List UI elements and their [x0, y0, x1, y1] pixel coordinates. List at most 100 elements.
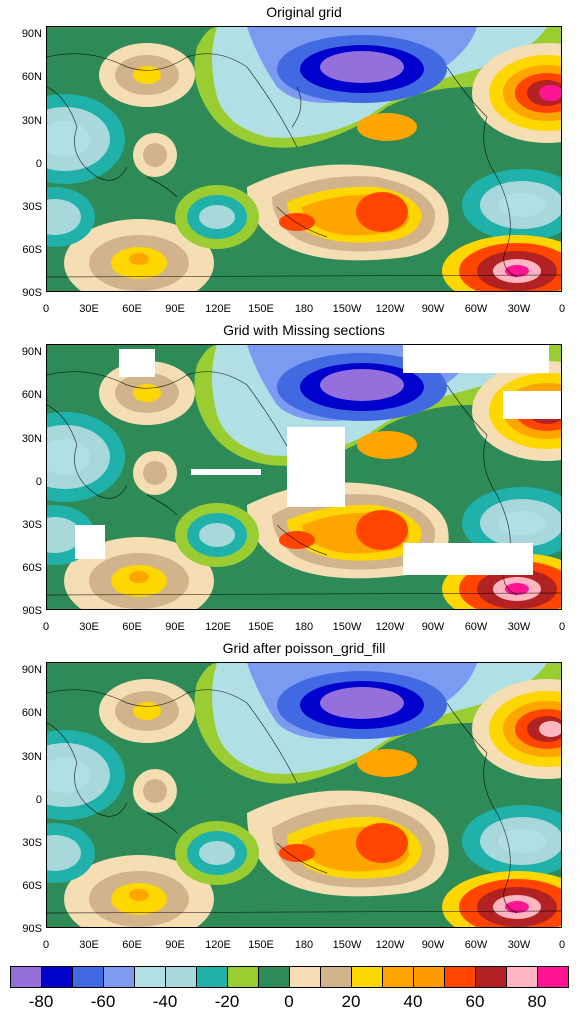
- labelbar-label: -60: [90, 992, 116, 1011]
- lon-tick: 90E: [165, 939, 185, 951]
- map-plot: [46, 344, 562, 610]
- lon-tick: 0: [42, 303, 50, 315]
- labelbar-swatch: [227, 966, 259, 988]
- lon-tick: 180: [294, 939, 314, 951]
- lon-tick: 120W: [375, 621, 405, 633]
- color-labelbar: -80 -60 -40 -20 0 20 40 60 80: [10, 966, 569, 1016]
- panel-title: Grid with Missing sections: [223, 322, 385, 338]
- lat-tick: 30S: [22, 519, 42, 531]
- lat-tick: 30S: [22, 837, 42, 849]
- labelbar-swatch: [289, 966, 321, 988]
- labelbar-swatch: [72, 966, 104, 988]
- lat-tick: 30N: [21, 115, 42, 127]
- lat-tick: 60N: [21, 389, 42, 401]
- map-plot: [46, 26, 562, 292]
- labelbar-label: -80: [28, 992, 54, 1011]
- lat-tick: 90S: [22, 605, 42, 617]
- lon-tick: 150E: [248, 303, 274, 315]
- lon-tick: 30E: [79, 303, 99, 315]
- lat-tick: 30S: [22, 201, 42, 213]
- lon-tick: 0: [558, 303, 566, 315]
- lon-tick: 30W: [507, 621, 531, 633]
- lat-tick: 30N: [21, 433, 42, 445]
- lon-tick: 90E: [165, 621, 185, 633]
- panel-original-grid: Original grid: [0, 0, 580, 316]
- contour-map: [47, 345, 561, 609]
- panel-title: Grid after poisson_grid_fill: [222, 640, 386, 656]
- lat-tick: 30N: [21, 751, 42, 763]
- labelbar-swatch: [382, 966, 414, 988]
- labelbar-swatch: [444, 966, 476, 988]
- labelbar-swatch: [506, 966, 538, 988]
- lon-tick: 120W: [375, 939, 405, 951]
- lon-tick: 90E: [165, 303, 185, 315]
- panel-title: Original grid: [266, 4, 342, 20]
- lon-tick: 150E: [248, 621, 274, 633]
- lon-tick: 30E: [79, 621, 99, 633]
- lon-tick: 60E: [122, 939, 142, 951]
- lat-tick: 60N: [21, 707, 42, 719]
- labelbar-swatch: [196, 966, 228, 988]
- lon-tick: 90W: [421, 939, 445, 951]
- labelbar-label: 40: [403, 992, 423, 1011]
- lon-tick: 120E: [205, 303, 231, 315]
- labelbar-label: 0: [284, 992, 294, 1011]
- lon-tick: 120W: [375, 303, 405, 315]
- contour-map: [47, 27, 561, 291]
- lon-tick: 0: [558, 939, 566, 951]
- lat-tick: 90S: [22, 923, 42, 935]
- lat-tick: 90S: [22, 287, 42, 299]
- labelbar-swatch: [351, 966, 383, 988]
- lat-tick: 60N: [21, 71, 42, 83]
- labelbar-label: -20: [214, 992, 240, 1011]
- lon-tick: 150W: [332, 303, 362, 315]
- panel-poisson-fill: Grid after poisson_grid_fill: [0, 636, 580, 952]
- lon-tick: 0: [558, 621, 566, 633]
- labelbar-swatch: [475, 966, 507, 988]
- labelbar-swatch: [134, 966, 166, 988]
- lat-tick: 60S: [22, 880, 42, 892]
- lat-tick: 60S: [22, 244, 42, 256]
- lon-tick: 120E: [205, 939, 231, 951]
- contour-map: [47, 663, 561, 927]
- lat-tick: 60S: [22, 562, 42, 574]
- labelbar-label: 20: [341, 992, 361, 1011]
- lat-tick: 0: [35, 476, 42, 488]
- lon-tick: 150W: [332, 939, 362, 951]
- lat-tick: 0: [35, 794, 42, 806]
- labelbar-swatch: [103, 966, 135, 988]
- lon-tick: 180: [294, 621, 314, 633]
- lon-tick: 0: [42, 939, 50, 951]
- lon-tick: 0: [42, 621, 50, 633]
- labelbar-label: 80: [527, 992, 547, 1011]
- lon-tick: 30E: [79, 939, 99, 951]
- lon-tick: 150W: [332, 621, 362, 633]
- lon-tick: 60W: [464, 303, 488, 315]
- panel-missing-sections: Grid with Missing sections: [0, 318, 580, 634]
- labelbar-swatch: [10, 966, 42, 988]
- labelbar-swatch: [165, 966, 197, 988]
- labelbar-swatch: [537, 966, 569, 988]
- labelbar-swatch: [258, 966, 290, 988]
- lon-tick: 150E: [248, 939, 274, 951]
- lat-tick: 0: [35, 158, 42, 170]
- labelbar-swatch: [320, 966, 352, 988]
- lat-tick: 90N: [21, 346, 42, 358]
- lon-tick: 60W: [464, 939, 488, 951]
- lon-tick: 90W: [421, 303, 445, 315]
- lon-tick: 30W: [507, 303, 531, 315]
- lon-tick: 120E: [205, 621, 231, 633]
- lon-tick: 60W: [464, 621, 488, 633]
- missing-sections: [75, 345, 561, 575]
- labelbar-swatch: [41, 966, 73, 988]
- lon-tick: 60E: [122, 303, 142, 315]
- lat-tick: 90N: [21, 664, 42, 676]
- lon-tick: 30W: [507, 939, 531, 951]
- lon-tick: 60E: [122, 621, 142, 633]
- map-plot: [46, 662, 562, 928]
- lon-tick: 180: [294, 303, 314, 315]
- labelbar-swatch: [413, 966, 445, 988]
- labelbar-label: 60: [465, 992, 485, 1011]
- lon-tick: 90W: [421, 621, 445, 633]
- labelbar-label: -40: [152, 992, 178, 1011]
